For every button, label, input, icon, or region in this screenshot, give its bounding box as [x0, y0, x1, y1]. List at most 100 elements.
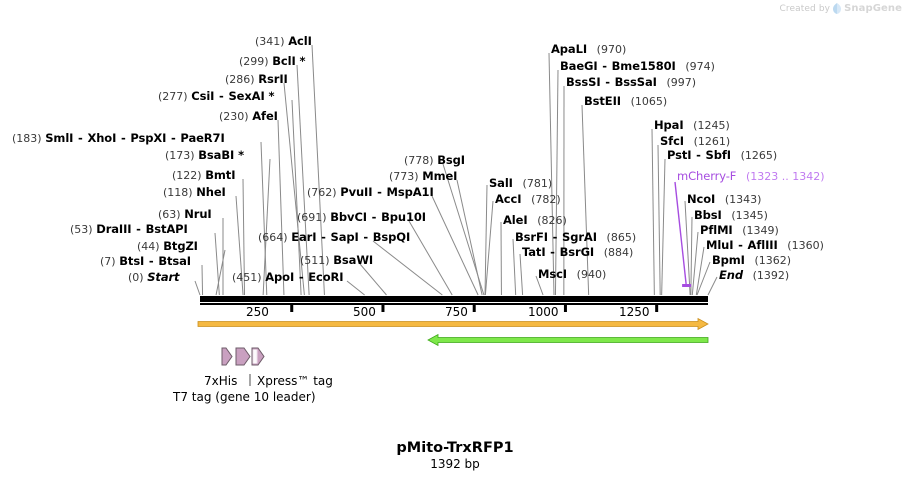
site-position: (664) [258, 231, 288, 244]
ruler-tick-1000 [564, 303, 567, 312]
name-separator: - [601, 59, 608, 73]
site-position: (44) [137, 240, 160, 253]
enzyme-name: EarI [291, 230, 316, 244]
enzyme-name: NcoI [687, 192, 715, 206]
site-label-ncoi[interactable]: NcoI (1343) [687, 193, 761, 206]
enzyme-name: BstAPI [146, 222, 188, 236]
site-label-sfci[interactable]: SfcI (1261) [660, 135, 730, 148]
enzyme-name: PvuII [340, 185, 372, 199]
site-label-csii[interactable]: (277) CsiI - SexAI * [158, 90, 274, 103]
enzyme-name: SgrAI [562, 230, 597, 244]
enzyme-name: AccI [495, 192, 521, 206]
enzyme-name: DraIII [96, 222, 131, 236]
site-label-mmei[interactable]: (773) MmeI [389, 170, 457, 183]
site-label-acci[interactable]: AccI (782) [495, 193, 561, 206]
ruler-tick-label-1250: 1250 [619, 305, 650, 319]
site-label-pvuii[interactable]: (762) PvuII - MspA1I [307, 186, 434, 199]
site-label-mlui[interactable]: MluI - AflIII (1360) [706, 239, 824, 252]
tag-glyph-7xhis-shape [236, 348, 250, 365]
enzyme-name: SfcI [660, 134, 684, 148]
name-separator: - [218, 89, 225, 103]
enzyme-name: BbsI [694, 208, 722, 222]
mcherry-feature-marker [682, 284, 691, 287]
site-label-draiii[interactable]: (53) DraIII - BstAPI [70, 223, 188, 236]
site-label-bsawi[interactable]: (511) BsaWI [300, 254, 373, 267]
site-position: (0) [128, 271, 144, 284]
site-label-bsssi[interactable]: BssSI - BssSaI (997) [566, 76, 696, 89]
site-position: (997) [666, 76, 696, 89]
watermark-prefix: Created by [780, 4, 831, 14]
enzyme-name: PstI [667, 148, 691, 162]
leader-line-20 [443, 164, 484, 295]
leader-line-28 [555, 70, 558, 295]
name-separator: - [371, 210, 378, 224]
site-label-end[interactable]: End (1392) [719, 269, 789, 282]
site-label-afei[interactable]: (230) AfeI [219, 110, 278, 123]
enzyme-name: BsaWI [333, 253, 373, 267]
site-label-msci[interactable]: MscI (940) [538, 268, 606, 281]
site-position: (63) [158, 208, 181, 221]
tag-glyph-7xhis[interactable] [236, 348, 250, 365]
site-label-alei[interactable]: AleI (826) [503, 214, 567, 227]
tag-glyph-xpress[interactable] [252, 348, 264, 365]
site-label-acli[interactable]: (341) AclI [255, 35, 312, 48]
site-label-bsteii[interactable]: BstEII (1065) [584, 95, 667, 108]
site-position: (781) [523, 177, 553, 190]
site-label-bpmi[interactable]: BpmI (1362) [712, 254, 791, 267]
site-position: (1065) [631, 95, 668, 108]
feature-arrow-green[interactable] [428, 335, 708, 346]
leader-line-30 [582, 105, 589, 295]
name-separator: - [170, 131, 177, 145]
ruler-tick-1250 [655, 303, 658, 312]
plasmid-length: 1392 bp [0, 457, 910, 471]
leader-line-36 [692, 232, 698, 295]
site-label-btsi[interactable]: (7) BtsI - BtsaI [100, 255, 191, 268]
site-label-bsabi[interactable]: (173) BsaBI * [165, 149, 244, 162]
site-label-sali[interactable]: SalI (781) [489, 177, 552, 190]
site-label-baegi[interactable]: BaeGI - Bme1580I (974) [560, 60, 715, 73]
site-label-pflmi[interactable]: PflMI (1349) [700, 224, 779, 237]
site-label-bcli[interactable]: (299) BclI * [239, 55, 305, 68]
feature-arrow-orange[interactable] [198, 319, 708, 330]
enzyme-name: SbfI [706, 148, 731, 162]
site-label-apoi[interactable]: (451) ApoI - EcoRI [232, 271, 343, 284]
name-separator: - [552, 230, 559, 244]
enzyme-name: MluI [706, 238, 733, 252]
site-label-bsrfi[interactable]: BsrFI - SgrAI (865) [515, 231, 636, 244]
enzyme-name: BsrGI [560, 245, 595, 259]
enzyme-name: BssSaI [615, 75, 657, 89]
site-label-smli[interactable]: (183) SmlI - XhoI - PspXI - PaeR7I [12, 132, 225, 145]
site-position: (762) [307, 186, 337, 199]
site-label-bbsi[interactable]: BbsI (1345) [694, 209, 768, 222]
tag-label-xpress: Xpress™ tag [257, 374, 333, 388]
enzyme-name: Bme1580I [612, 59, 676, 73]
site-label-tati[interactable]: TatI - BsrGI (884) [522, 246, 633, 259]
mcherry-leader-line [675, 182, 686, 284]
enzyme-name: ApaLI [551, 42, 587, 56]
site-label-nrui[interactable]: (63) NruI [158, 208, 212, 221]
tag-glyph-t7[interactable] [222, 348, 232, 365]
site-label-nhei[interactable]: (118) NheI [163, 186, 226, 199]
site-label-eari[interactable]: (664) EarI - SapI - BspQI [258, 231, 410, 244]
feature-label-mcherry-f[interactable]: mCherry-F (1323 .. 1342) [677, 170, 825, 183]
ruler-tick-750 [473, 303, 476, 312]
site-label-bmti[interactable]: (122) BmtI [172, 169, 235, 182]
site-label-start[interactable]: (0) Start [128, 271, 179, 284]
site-label-bbvci[interactable]: (691) BbvCI - Bpu10I [297, 211, 426, 224]
site-label-apali[interactable]: ApaLI (970) [551, 43, 626, 56]
site-label-bsgi[interactable]: (778) BsgI [404, 154, 465, 167]
site-label-hpai[interactable]: HpaI (1245) [654, 119, 730, 132]
site-position: (173) [165, 149, 195, 162]
name-separator: - [604, 75, 611, 89]
name-separator: - [148, 254, 155, 268]
terminus-name: Start [147, 270, 179, 284]
enzyme-name: PspXI [130, 131, 166, 145]
enzyme-name: BclI * [272, 54, 305, 68]
enzyme-name: MscI [538, 267, 567, 281]
enzyme-name: HpaI [654, 118, 684, 132]
name-separator: - [135, 222, 142, 236]
site-label-btgzi[interactable]: (44) BtgZI [137, 240, 198, 253]
site-label-psti[interactable]: PstI - SbfI (1265) [667, 149, 777, 162]
name-separator: - [298, 270, 305, 284]
site-label-rsrii[interactable]: (286) RsrII [225, 73, 288, 86]
